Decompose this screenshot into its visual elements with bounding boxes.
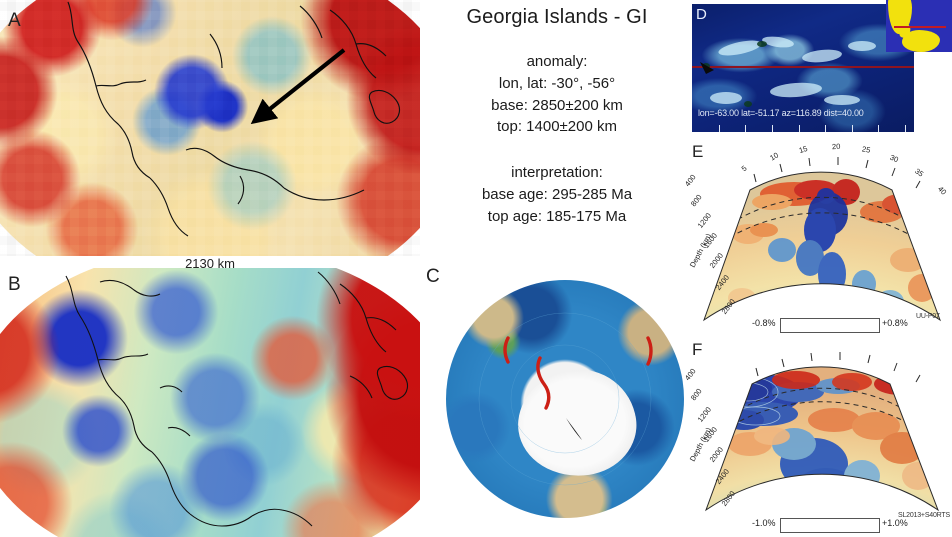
panel-d-letter: D — [696, 6, 707, 23]
panel-e-letter: E — [692, 142, 704, 161]
anomaly-description-block: Georgia Islands - GI anomaly: lon, lat: … — [424, 0, 690, 258]
panel-d-axis-ticks — [692, 123, 914, 132]
panel-a-depth-slice: A — [0, 0, 420, 256]
interpretation-top-age: top age: 185-175 Ma — [487, 207, 627, 225]
anomaly-lonlat: lon, lat: -30°, -56° — [498, 74, 616, 92]
anomaly-heading: anomaly: — [526, 53, 588, 70]
interpretation-block: interpretation: base age: 295-285 Ma top… — [424, 162, 690, 227]
figure-title: Georgia Islands - GI — [466, 6, 648, 28]
panel-f-cross-section: F — [683, 336, 952, 516]
panel-e-colorbar — [780, 318, 880, 333]
panel-f-colorbar-min: -1.0% — [752, 518, 776, 528]
panel-a-block-texture — [0, 0, 420, 256]
panel-e-dist-tick-25: 25 — [861, 144, 872, 155]
panel-e-tomography-wedge — [703, 157, 942, 322]
profile-line — [692, 66, 914, 68]
interpretation-base-age: base age: 295-285 Ma — [481, 185, 633, 203]
inset-profile-line — [894, 26, 946, 28]
panel-c-globe-locator: C — [420, 262, 686, 537]
panel-a-letter: A — [8, 10, 21, 31]
panel-d-profile-label: lon=-63.00 lat=-51.17 az=116.89 dist=40.… — [698, 108, 864, 118]
panel-d-inset-locator — [886, 0, 952, 52]
panel-c-overlays — [478, 312, 653, 486]
panel-a-tomography-map — [0, 0, 420, 256]
panel-c-letter: C — [426, 266, 440, 287]
panel-b-letter: B — [8, 274, 21, 295]
anomaly-block: anomaly: lon, lat: -30°, -56° base: 2850… — [424, 51, 690, 138]
interpretation-heading: interpretation: — [511, 164, 603, 181]
panel-b-tomography-map — [0, 268, 420, 537]
panel-f-colorbar-max: +1.0% — [882, 518, 908, 528]
antarctica-shape — [902, 30, 940, 52]
panel-a-depth-caption: 2130 km — [185, 256, 235, 271]
panel-d-bathymetry-profile: lon=-63.00 lat=-51.17 az=116.89 dist=40.… — [692, 4, 914, 132]
panel-f-letter: F — [692, 340, 703, 359]
panel-e-colorbar-min: -0.8% — [752, 318, 776, 328]
panel-e-colorbar-max: +0.8% — [882, 318, 908, 328]
anomaly-top-depth: top: 1400±200 km — [497, 118, 617, 136]
panel-f-tomography-wedge — [704, 352, 940, 512]
anomaly-base-depth: base: 2850±200 km — [491, 96, 623, 114]
anomaly-pointer-arrow — [250, 48, 346, 125]
panel-b-depth-slice: B — [0, 268, 420, 537]
panel-e-model-label: UU-P07 — [916, 313, 940, 320]
panel-d-seafloor-features — [700, 36, 876, 107]
panel-f-colorbar — [780, 518, 880, 533]
panel-f-model-label: SL2013+S40RTS — [898, 512, 950, 519]
panel-e-cross-section: E — [683, 138, 952, 334]
panel-e-dist-tick-20: 20 — [831, 141, 841, 152]
